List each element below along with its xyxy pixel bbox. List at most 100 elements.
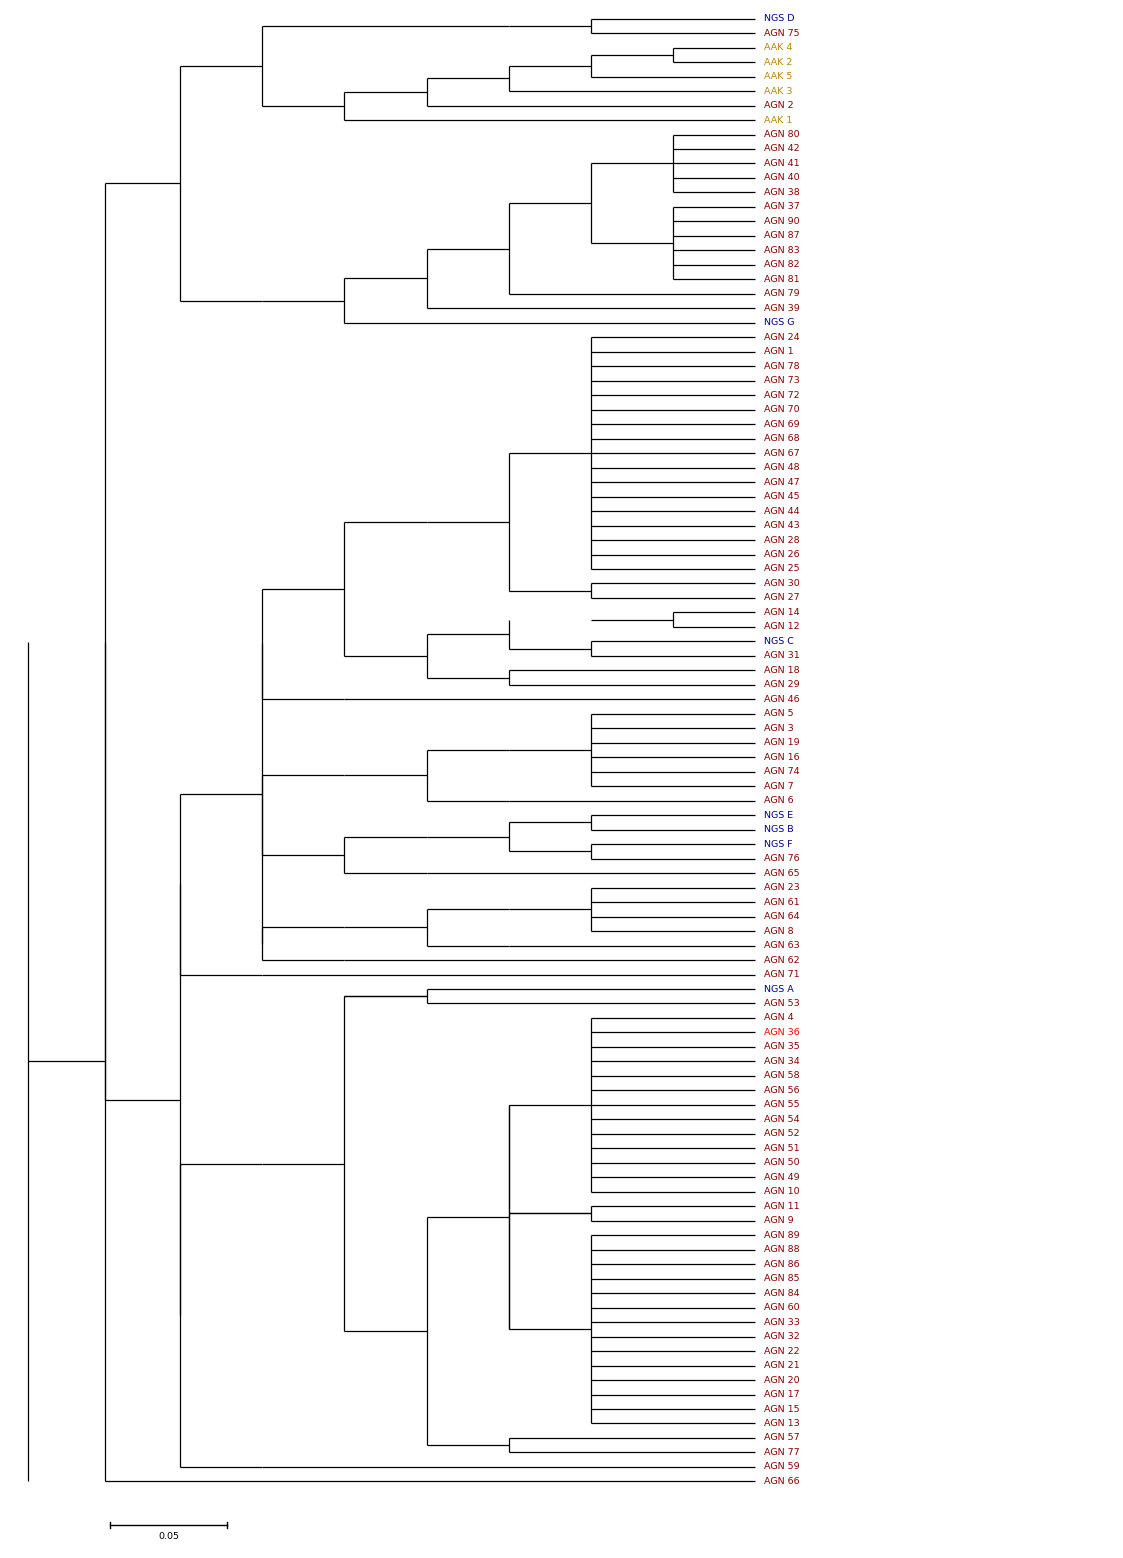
Text: AGN 40: AGN 40 (765, 173, 800, 182)
Text: AGN 47: AGN 47 (765, 478, 800, 486)
Text: AGN 14: AGN 14 (765, 608, 800, 617)
Text: AGN 52: AGN 52 (765, 1130, 800, 1139)
Text: AAK 5: AAK 5 (765, 72, 793, 81)
Text: NGS F: NGS F (765, 840, 793, 849)
Text: NGS B: NGS B (765, 826, 794, 834)
Text: AGN 90: AGN 90 (765, 217, 800, 226)
Text: 0.05: 0.05 (158, 1532, 179, 1541)
Text: AGN 15: AGN 15 (765, 1404, 800, 1413)
Text: AGN 21: AGN 21 (765, 1362, 800, 1369)
Text: AGN 41: AGN 41 (765, 159, 800, 168)
Text: AGN 35: AGN 35 (765, 1042, 801, 1052)
Text: AGN 44: AGN 44 (765, 506, 800, 516)
Text: AGN 30: AGN 30 (765, 580, 801, 587)
Text: AGN 84: AGN 84 (765, 1288, 800, 1298)
Text: AGN 11: AGN 11 (765, 1201, 800, 1211)
Text: AGN 6: AGN 6 (765, 796, 794, 805)
Text: AGN 33: AGN 33 (765, 1318, 801, 1326)
Text: AGN 24: AGN 24 (765, 333, 800, 341)
Text: AGN 12: AGN 12 (765, 623, 800, 631)
Text: AGN 7: AGN 7 (765, 782, 794, 791)
Text: AGN 77: AGN 77 (765, 1447, 800, 1457)
Text: AGN 61: AGN 61 (765, 897, 800, 907)
Text: AGN 88: AGN 88 (765, 1245, 800, 1254)
Text: AGN 23: AGN 23 (765, 883, 801, 893)
Text: AGN 69: AGN 69 (765, 419, 800, 428)
Text: AGN 80: AGN 80 (765, 129, 800, 139)
Text: AGN 34: AGN 34 (765, 1056, 801, 1066)
Text: AGN 54: AGN 54 (765, 1116, 800, 1123)
Text: AGN 81: AGN 81 (765, 274, 800, 284)
Text: AGN 83: AGN 83 (765, 246, 801, 256)
Text: NGS A: NGS A (765, 985, 794, 994)
Text: NGS E: NGS E (765, 810, 794, 820)
Text: NGS D: NGS D (765, 14, 795, 23)
Text: AGN 43: AGN 43 (765, 520, 801, 530)
Text: AGN 4: AGN 4 (765, 1013, 794, 1022)
Text: AGN 17: AGN 17 (765, 1390, 800, 1399)
Text: AGN 50: AGN 50 (765, 1158, 800, 1167)
Text: AGN 18: AGN 18 (765, 665, 800, 675)
Text: AGN 45: AGN 45 (765, 492, 800, 502)
Text: AGN 42: AGN 42 (765, 145, 800, 154)
Text: AGN 25: AGN 25 (765, 564, 800, 573)
Text: AGN 57: AGN 57 (765, 1433, 800, 1443)
Text: NGS G: NGS G (765, 318, 795, 327)
Text: AGN 79: AGN 79 (765, 290, 800, 298)
Text: AAK 4: AAK 4 (765, 44, 793, 51)
Text: AGN 9: AGN 9 (765, 1217, 794, 1225)
Text: AGN 3: AGN 3 (765, 724, 794, 732)
Text: AGN 39: AGN 39 (765, 304, 801, 313)
Text: AGN 87: AGN 87 (765, 232, 800, 240)
Text: AGN 38: AGN 38 (765, 189, 801, 196)
Text: AGN 20: AGN 20 (765, 1376, 800, 1385)
Text: AGN 86: AGN 86 (765, 1260, 800, 1268)
Text: AGN 76: AGN 76 (765, 854, 800, 863)
Text: AGN 36: AGN 36 (765, 1028, 801, 1038)
Text: AGN 74: AGN 74 (765, 767, 800, 776)
Text: AGN 53: AGN 53 (765, 999, 801, 1008)
Text: AGN 5: AGN 5 (765, 709, 794, 718)
Text: AGN 72: AGN 72 (765, 391, 800, 400)
Text: AGN 32: AGN 32 (765, 1332, 801, 1341)
Text: AGN 26: AGN 26 (765, 550, 800, 559)
Text: AGN 19: AGN 19 (765, 738, 800, 748)
Text: AGN 16: AGN 16 (765, 753, 800, 762)
Text: AGN 29: AGN 29 (765, 681, 800, 689)
Text: AGN 31: AGN 31 (765, 651, 801, 661)
Text: AGN 75: AGN 75 (765, 28, 800, 37)
Text: AAK 3: AAK 3 (765, 87, 793, 95)
Text: AGN 22: AGN 22 (765, 1346, 800, 1355)
Text: AGN 64: AGN 64 (765, 911, 800, 921)
Text: AGN 56: AGN 56 (765, 1086, 800, 1095)
Text: AGN 49: AGN 49 (765, 1173, 800, 1183)
Text: AGN 59: AGN 59 (765, 1463, 800, 1471)
Text: AGN 62: AGN 62 (765, 955, 800, 964)
Text: AGN 68: AGN 68 (765, 435, 800, 442)
Text: AGN 63: AGN 63 (765, 941, 801, 950)
Text: AGN 85: AGN 85 (765, 1274, 800, 1284)
Text: AGN 73: AGN 73 (765, 375, 801, 385)
Text: AGN 82: AGN 82 (765, 260, 800, 270)
Text: AGN 13: AGN 13 (765, 1419, 801, 1429)
Text: AAK 1: AAK 1 (765, 115, 793, 125)
Text: AGN 70: AGN 70 (765, 405, 800, 414)
Text: AGN 10: AGN 10 (765, 1187, 800, 1197)
Text: AGN 1: AGN 1 (765, 347, 794, 357)
Text: AGN 8: AGN 8 (765, 927, 794, 935)
Text: AGN 67: AGN 67 (765, 449, 800, 458)
Text: AGN 37: AGN 37 (765, 203, 801, 212)
Text: AGN 58: AGN 58 (765, 1072, 800, 1080)
Text: NGS C: NGS C (765, 637, 794, 647)
Text: AGN 60: AGN 60 (765, 1302, 800, 1312)
Text: AGN 2: AGN 2 (765, 101, 794, 111)
Text: AAK 2: AAK 2 (765, 58, 793, 67)
Text: AGN 55: AGN 55 (765, 1100, 800, 1109)
Text: AGN 65: AGN 65 (765, 869, 800, 877)
Text: AGN 71: AGN 71 (765, 971, 800, 978)
Text: AGN 66: AGN 66 (765, 1477, 800, 1486)
Text: AGN 28: AGN 28 (765, 536, 800, 545)
Text: AGN 46: AGN 46 (765, 695, 800, 704)
Text: AGN 89: AGN 89 (765, 1231, 800, 1240)
Text: AGN 78: AGN 78 (765, 361, 800, 371)
